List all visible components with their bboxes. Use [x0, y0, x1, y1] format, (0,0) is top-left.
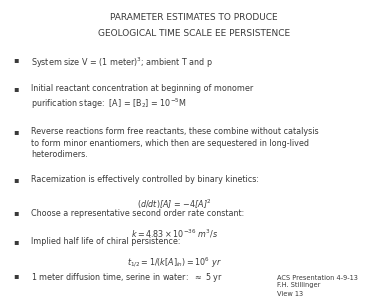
Text: ACS Presentation 4-9-13
F.H. Stillinger
View 13: ACS Presentation 4-9-13 F.H. Stillinger …	[277, 274, 358, 296]
Text: ▪: ▪	[14, 128, 19, 136]
Text: Racemization is effectively controlled by binary kinetics:: Racemization is effectively controlled b…	[31, 176, 259, 184]
Text: ▪: ▪	[14, 56, 19, 64]
Text: ▪: ▪	[14, 237, 19, 246]
Text: PARAMETER ESTIMATES TO PRODUCE: PARAMETER ESTIMATES TO PRODUCE	[110, 14, 278, 22]
Text: $t_{1/2} = 1/(k[A]_{in}) = 10^6$ yr: $t_{1/2} = 1/(k[A]_{in}) = 10^6$ yr	[127, 256, 222, 270]
Text: ▪: ▪	[14, 208, 19, 217]
Text: System size V = (1 meter)$^3$; ambient T and p: System size V = (1 meter)$^3$; ambient T…	[31, 56, 213, 70]
Text: 1 meter diffusion time, serine in water:  $\approx$ 5 yr: 1 meter diffusion time, serine in water:…	[31, 272, 223, 284]
Text: Reverse reactions form free reactants, these combine without catalysis
to form m: Reverse reactions form free reactants, t…	[31, 128, 319, 159]
Text: ▪: ▪	[14, 84, 19, 93]
Text: ▪: ▪	[14, 272, 19, 280]
Text: Choose a representative second order rate constant:: Choose a representative second order rat…	[31, 208, 244, 217]
Text: $(d/dt)$[A] = $-4$[A]$^2$: $(d/dt)$[A] = $-4$[A]$^2$	[137, 197, 212, 211]
Text: Implied half life of chiral persistence:: Implied half life of chiral persistence:	[31, 237, 180, 246]
Text: GEOLOGICAL TIME SCALE EE PERSISTENCE: GEOLOGICAL TIME SCALE EE PERSISTENCE	[98, 28, 290, 38]
Text: Initial reactant concentration at beginning of monomer
purification stage:  [A] : Initial reactant concentration at beginn…	[31, 84, 253, 111]
Text: $k = 4.83\times10^{-36}$ $m^3/s$: $k = 4.83\times10^{-36}$ $m^3/s$	[131, 228, 218, 240]
Text: ▪: ▪	[14, 176, 19, 184]
